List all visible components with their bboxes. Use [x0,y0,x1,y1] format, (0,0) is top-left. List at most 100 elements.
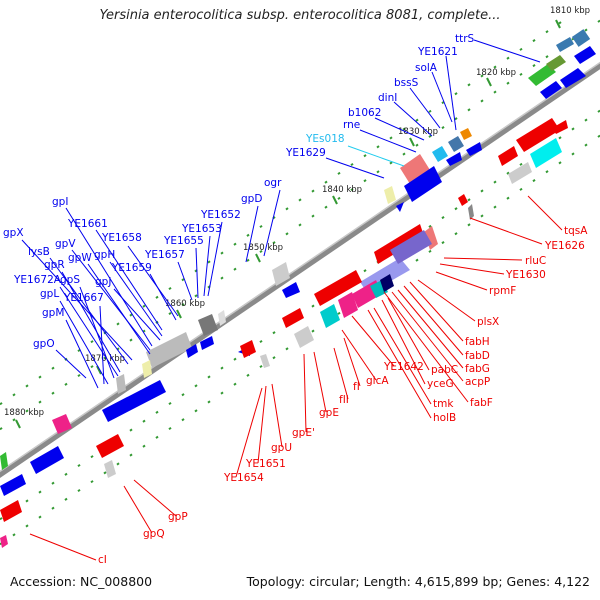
tick-mark [12,418,16,422]
tick-mark [441,240,445,245]
reverse-genes[interactable] [0,118,568,548]
callout-line [397,289,464,369]
tick-mark [480,99,484,103]
callout-line [469,217,543,245]
callout-line [439,263,505,275]
gene-arrow [198,314,218,336]
tick-mark [402,152,406,156]
gene-label: rluC [525,255,546,267]
tick-mark [220,391,224,395]
gene-arrow [384,186,396,204]
gene-arrow [142,360,152,378]
callout-line [55,349,87,379]
callout-line [245,205,259,263]
tick-mark [77,488,81,493]
gene-label: YE1653 [181,223,222,235]
tick-mark [64,497,68,501]
callout-line [343,337,361,387]
gene-arrow [498,146,518,166]
tick-mark [38,490,42,494]
forward-gene-labels[interactable]: ttrS YE1621 solA bssS dinI b1062 rne YEs… [3,33,475,350]
tick-mark [506,196,510,200]
tick-mark [493,65,497,69]
tick-mark [376,145,380,149]
tick-mark [571,152,575,156]
tick-mark [493,90,497,94]
tick-mark [207,260,211,264]
gene-arrow [390,230,432,264]
gene-label: YE1651 [245,458,286,470]
tick-mark [129,428,133,432]
callout-line [387,297,430,371]
gene-label: gpO [33,338,55,350]
tick-mark [181,303,185,307]
gene-label: YE1642 [383,361,424,373]
tick-mark [545,170,549,174]
callout-line [325,157,385,179]
tick-label: 1880 kbp [4,408,44,418]
gene-arrow [0,500,22,522]
tick-mark [311,329,315,333]
gene-arrow [528,64,556,86]
tick-mark [246,233,250,237]
gene-arrow [556,37,574,52]
gene-label: gpX [3,227,24,239]
tick-mark [246,258,250,262]
tick-mark [77,463,81,468]
gene-arrow [200,336,214,350]
tick-mark [90,455,94,459]
tick-mark [194,294,198,298]
tick-mark [519,162,523,166]
tick-mark [506,81,510,85]
tick-mark [480,214,484,218]
gene-arrow [424,226,438,250]
gene-label: fabH [465,336,490,348]
label-callouts [21,39,563,561]
tick-mark [129,453,133,457]
callout-line [95,229,163,331]
gene-arrow [272,262,290,286]
callout-line [65,207,153,347]
callout-line [21,239,133,361]
callout-line [71,249,151,351]
gene-arrow [432,146,448,162]
gene-arrow [0,474,26,496]
genome-backbone [0,61,600,479]
gene-label: gpI [52,196,68,208]
tick-mark [558,161,562,165]
gene-arrow [218,310,226,326]
gene-arrow [104,460,116,478]
tick-mark [233,382,237,386]
tick-mark [155,435,159,439]
gene-arrow [314,270,362,306]
tick-mark [25,524,29,528]
gene-label: gpR [44,259,65,271]
gene-arrow [282,308,304,328]
gene-arrow [396,202,404,212]
callout-line [409,87,441,129]
tick-mark [415,258,419,262]
tick-mark [506,171,510,175]
tick-mark [337,171,341,175]
callout-line [133,479,177,517]
tick-mark [532,38,536,43]
callout-line [127,245,179,317]
gene-label: dinI [378,92,397,104]
gene-arrow [466,142,482,156]
gene-arrow [320,304,340,328]
forward-genes[interactable] [0,29,596,496]
major-tick [409,137,415,147]
tick-mark [181,278,185,282]
gene-arrow [240,340,256,358]
tick-mark [571,127,575,131]
tick-mark [220,251,224,255]
tick-mark [428,249,432,253]
gene-label: solA [415,62,438,74]
reverse-gene-labels[interactable]: tqsA YE1626 rluC YE1630 rpmF plsX fabH f… [98,225,588,566]
tick-mark [0,427,3,431]
tick-mark [259,249,263,254]
major-tick [15,419,21,429]
gene-label: gpP [168,511,188,523]
callout-line [123,485,153,534]
